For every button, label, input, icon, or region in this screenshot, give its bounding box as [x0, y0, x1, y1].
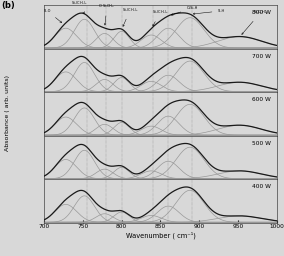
Text: 500 W: 500 W: [252, 141, 271, 146]
Text: O-Si-H: O-Si-H: [171, 6, 198, 15]
Text: Si-C$_2$H$_5$: Si-C$_2$H$_5$: [242, 9, 268, 34]
Text: Si-(CH$_3$)$_2$: Si-(CH$_3$)$_2$: [72, 0, 89, 13]
Text: Si-(CH$_3$)$_2$: Si-(CH$_3$)$_2$: [122, 6, 139, 26]
Text: 800 W: 800 W: [252, 10, 271, 15]
Text: Absorbance ( arb. units): Absorbance ( arb. units): [5, 75, 10, 151]
Text: 700 W: 700 W: [252, 54, 271, 59]
Text: 600 W: 600 W: [252, 97, 271, 102]
Text: 400 W: 400 W: [252, 184, 271, 189]
Text: (b): (b): [1, 1, 15, 10]
X-axis label: Wavenumber ( cm⁻¹): Wavenumber ( cm⁻¹): [126, 232, 195, 239]
Text: O-Si-CH$_3$: O-Si-CH$_3$: [99, 3, 115, 25]
Text: Si-O: Si-O: [44, 9, 62, 23]
Text: Si-H: Si-H: [193, 9, 225, 15]
Text: Si-(CH$_3$)$_2$: Si-(CH$_3$)$_2$: [152, 9, 169, 26]
